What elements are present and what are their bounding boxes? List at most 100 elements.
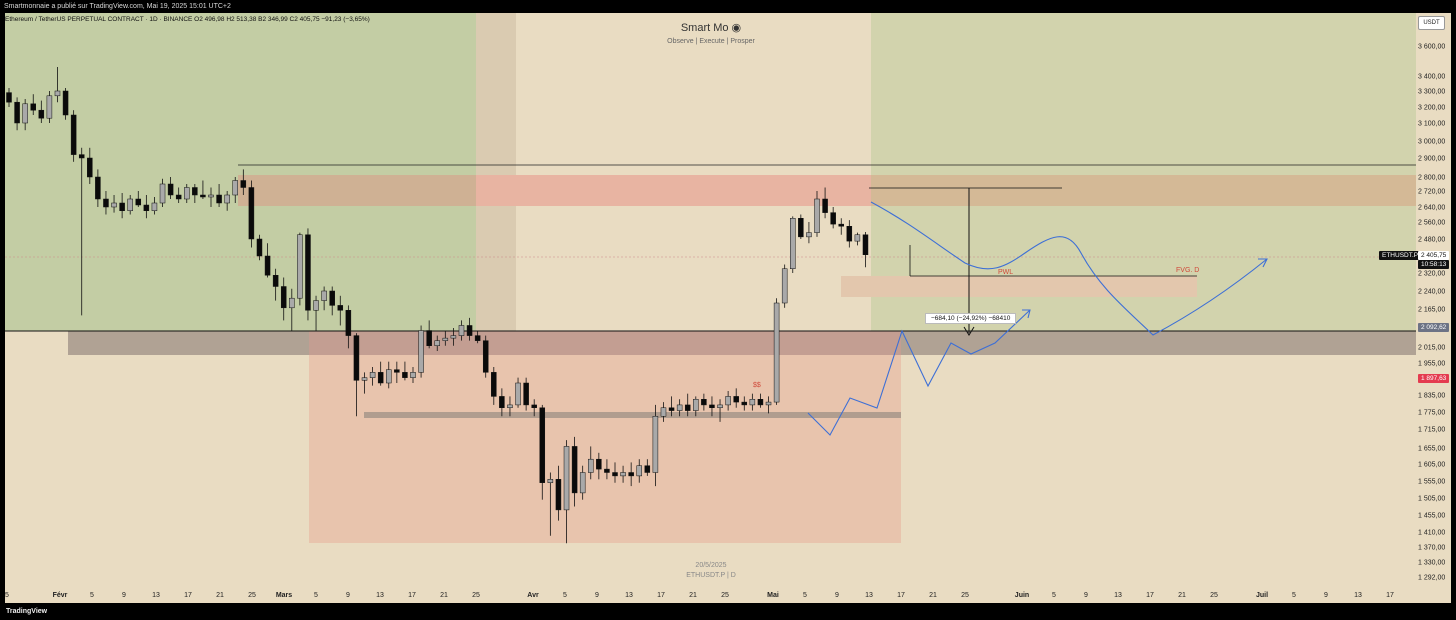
candle-bull <box>588 458 594 473</box>
currency-button[interactable]: USDT <box>1418 16 1445 30</box>
y-tick-label: 3 400,00 <box>1418 74 1445 81</box>
y-tick-label: 1 775,00 <box>1418 410 1445 417</box>
y-tick-label: 1 715,00 <box>1418 427 1445 434</box>
candle-bear <box>571 446 578 494</box>
projection-path-lower <box>807 309 1031 436</box>
candle-bull <box>676 404 683 411</box>
projection-arrowhead-lower <box>1022 309 1031 319</box>
candle-bull <box>159 183 166 204</box>
candle-bear <box>830 212 836 225</box>
candle-bull <box>507 404 513 408</box>
candle-bear <box>846 226 853 242</box>
candle-bull <box>790 218 796 269</box>
candle-bull <box>579 472 586 494</box>
fvg-zone <box>841 276 1197 297</box>
x-tick-label: 9 <box>1084 592 1088 599</box>
candle-bull <box>693 399 699 411</box>
x-tick-label: 13 <box>1114 592 1122 599</box>
chart-panel[interactable]: 3 600,00 3 400,00 3 300,00 3 200,00 3 100,00… <box>5 13 1451 603</box>
candle-bear <box>6 92 12 103</box>
candle-bear <box>644 465 651 473</box>
candle-bear <box>701 399 707 406</box>
x-axis-ticks: 5 Févr 5 9 13 17 21 25 Mars 5 9 13 17 21 25 Avr 5 9 13 17 21… <box>5 592 1394 599</box>
x-tick-label: 5 <box>1292 592 1296 599</box>
measure-arrowhead <box>963 326 975 336</box>
x-tick-label: 17 <box>897 592 905 599</box>
x-tick-label: 9 <box>1324 592 1328 599</box>
candle-bull <box>781 268 788 304</box>
candle-bull <box>54 90 61 97</box>
x-tick-label: 5 <box>1052 592 1056 599</box>
candle-bear <box>248 187 255 240</box>
level-tag-grey: 2 092,62 <box>1418 323 1450 332</box>
y-tick-label: 2 320,00 <box>1418 271 1445 278</box>
candle-bear <box>337 305 344 311</box>
candle-bull <box>442 337 449 341</box>
candle-bull <box>410 372 416 378</box>
candle-bear <box>709 404 715 408</box>
watermark: Smart Mo ◉ Observe | Execute | Prosper <box>5 21 1417 45</box>
x-tick-label: 9 <box>346 592 350 599</box>
x-tick-label: 13 <box>865 592 873 599</box>
y-tick-label: 3 100,00 <box>1418 121 1445 128</box>
candle-bull <box>224 194 230 204</box>
y-tick-label: 2 560,00 <box>1418 220 1445 227</box>
candle-bear <box>491 372 497 397</box>
x-tick-label: 17 <box>1386 592 1394 599</box>
y-tick-label: 1 655,00 <box>1418 446 1445 453</box>
candle-bear <box>200 194 206 198</box>
candle-bull <box>620 472 626 477</box>
x-tick-label: 17 <box>184 592 192 599</box>
y-tick-label: 2 015,00 <box>1418 345 1445 352</box>
candle-bear <box>167 183 174 196</box>
candle-bull <box>46 95 53 119</box>
candle-bull <box>434 340 440 346</box>
x-tick-label: 17 <box>1146 592 1154 599</box>
candle-bull <box>386 369 392 384</box>
candle-bull <box>369 372 376 378</box>
candle-bear <box>38 109 45 119</box>
y-tick-label: 3 300,00 <box>1418 89 1445 96</box>
candle-bear <box>822 198 828 213</box>
candle-bull <box>321 290 327 301</box>
y-tick-label: 1 292,00 <box>1418 575 1445 582</box>
tradingview-logo: TradingView <box>6 608 48 615</box>
candle-bull <box>773 302 780 403</box>
candle-bear <box>353 335 360 381</box>
y-tick-label: 2 640,00 <box>1418 205 1445 212</box>
candle-bear <box>741 401 748 406</box>
x-tick-label: 9 <box>835 592 839 599</box>
y-tick-label: 3 000,00 <box>1418 139 1445 146</box>
candle-bear <box>240 180 247 188</box>
candle-bull <box>232 180 238 196</box>
ss-line <box>364 412 901 418</box>
x-tick-label: Juin <box>1015 592 1029 599</box>
publish-text: Smartmonnaie a publié sur TradingView.co… <box>4 3 231 10</box>
y-tick-label: 1 505,00 <box>1418 496 1445 503</box>
x-tick-label: 21 <box>929 592 937 599</box>
candle-bear <box>757 399 764 406</box>
watermark-bottom: 20/5/2025 ETHUSDT.P | D <box>5 561 1417 581</box>
candle-bear <box>596 458 602 470</box>
price-scale-bg[interactable] <box>1416 13 1451 603</box>
zone-green-left <box>5 13 476 331</box>
last-price-tag: 2 405,75 <box>1418 251 1450 260</box>
x-tick-label: 13 <box>152 592 160 599</box>
candle-bear <box>280 286 287 309</box>
price-chart[interactable]: 3 600,00 3 400,00 3 300,00 3 200,00 3 100,00… <box>5 13 1451 603</box>
x-tick-label: 21 <box>216 592 224 599</box>
symbol-info: Ethereum / TetherUS PERPETUAL CONTRACT ·… <box>5 16 370 23</box>
y-tick-label: 1 605,00 <box>1418 462 1445 469</box>
x-tick-label: 25 <box>1210 592 1218 599</box>
candle-bull <box>814 198 820 233</box>
candle-bear <box>216 194 222 204</box>
watermark-brand: Smart Mo ◉ <box>680 22 742 34</box>
x-tick-label: 5 <box>803 592 807 599</box>
candle-bear <box>733 396 739 403</box>
y-tick-label: 1 330,00 <box>1418 560 1445 567</box>
y-tick-label: 3 600,00 <box>1418 44 1445 51</box>
candle-bull <box>111 202 117 208</box>
x-tick-label: 17 <box>408 592 416 599</box>
y-tick-label: 1 955,00 <box>1418 361 1445 368</box>
